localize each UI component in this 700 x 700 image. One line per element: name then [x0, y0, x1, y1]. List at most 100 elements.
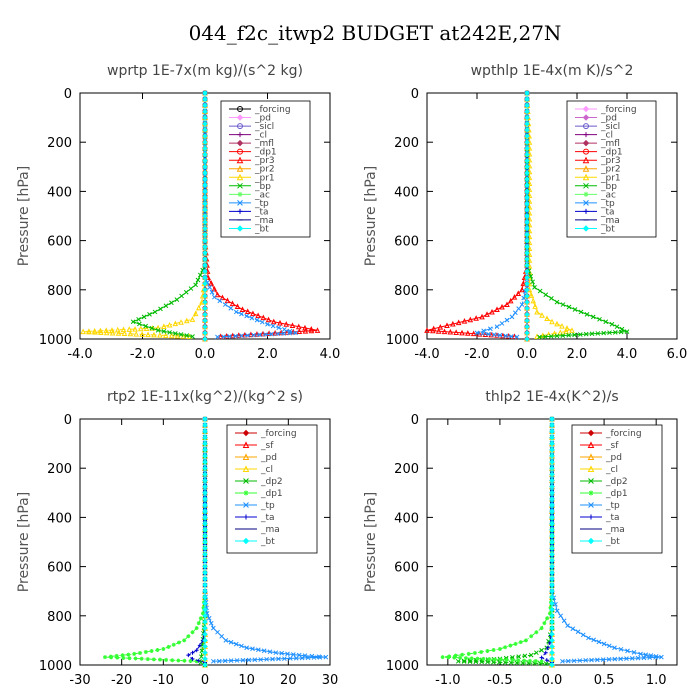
series-marker — [239, 643, 244, 649]
series-marker — [609, 321, 615, 327]
series-marker — [591, 637, 597, 643]
series-marker — [127, 330, 134, 337]
y-tick-label: 600 — [47, 561, 72, 576]
series-marker — [199, 654, 204, 660]
series-marker — [549, 588, 555, 594]
y-tick-label: 1000 — [39, 333, 72, 348]
x-tick-label: 30 — [322, 673, 339, 688]
legend-swatch-marker — [236, 173, 244, 181]
legend-swatch-marker — [583, 208, 589, 214]
legend-entry: _tp — [229, 199, 269, 209]
series-marker — [202, 649, 208, 656]
series-marker — [202, 90, 208, 96]
series-marker — [560, 333, 566, 338]
legend-swatch-marker — [237, 208, 243, 214]
legend-swatch-marker — [236, 139, 244, 147]
series-marker — [600, 657, 606, 662]
series-marker — [549, 613, 555, 619]
legend-label: _tp — [600, 199, 615, 209]
series-marker — [480, 331, 486, 336]
series-marker — [635, 655, 641, 661]
series-marker — [601, 330, 607, 336]
x-tick-label: 0 — [201, 673, 209, 688]
series-marker — [193, 282, 198, 288]
series-marker — [270, 323, 276, 329]
series-marker — [624, 656, 629, 661]
legend-entry: _sf — [235, 441, 274, 451]
legend-label: _pd — [254, 114, 271, 124]
series-marker — [190, 630, 195, 635]
series-marker — [524, 182, 530, 188]
series-marker — [263, 332, 268, 337]
series-marker — [524, 274, 530, 281]
series-marker — [109, 329, 116, 336]
series-marker — [549, 662, 555, 668]
series-marker — [569, 327, 575, 333]
x-tick-label: -10 — [153, 673, 174, 688]
series-marker — [549, 643, 555, 650]
series-marker — [114, 326, 121, 333]
series-marker — [202, 465, 208, 471]
legend-swatch-marker — [588, 514, 594, 520]
series-marker — [190, 656, 195, 661]
series-marker — [202, 108, 208, 115]
series-marker — [296, 328, 303, 335]
series-marker — [194, 659, 199, 664]
series-marker — [202, 114, 208, 121]
series-marker — [494, 324, 500, 330]
series-marker — [643, 652, 649, 658]
series-marker — [618, 656, 623, 662]
y-tick-label: 200 — [394, 136, 419, 151]
legend-label: _cl — [260, 465, 273, 475]
series-marker — [543, 292, 549, 298]
legend-label: _bt — [605, 537, 620, 547]
series-marker — [524, 121, 530, 127]
series-marker — [524, 323, 530, 330]
legend-label: _forcing — [605, 429, 642, 439]
series-marker — [631, 650, 637, 655]
series-marker — [196, 621, 201, 626]
series-marker — [447, 328, 454, 335]
series-marker — [554, 320, 560, 327]
series-marker — [126, 326, 133, 332]
legend-swatch-marker — [583, 132, 589, 138]
legend-entry: _dp2 — [235, 477, 283, 487]
series-marker — [172, 320, 179, 327]
series-marker — [214, 291, 221, 298]
y-tick-label: 600 — [394, 235, 419, 250]
legend-box — [226, 424, 318, 554]
series-marker — [202, 182, 208, 188]
series-marker — [653, 655, 658, 660]
series-marker — [524, 213, 530, 219]
series-marker — [259, 319, 265, 325]
series-marker — [524, 293, 530, 299]
series-marker — [529, 634, 534, 639]
series-marker — [549, 631, 555, 637]
series-marker — [659, 654, 664, 660]
series-marker — [80, 328, 86, 335]
series-marker — [497, 647, 502, 652]
series-marker — [549, 428, 555, 435]
series-pr1 — [80, 89, 208, 340]
series-marker — [164, 657, 169, 662]
series-marker — [491, 332, 497, 337]
series-marker — [260, 330, 266, 337]
series-marker — [267, 649, 273, 655]
legend-label: _bt — [600, 224, 615, 234]
series-marker — [549, 594, 555, 601]
series-marker — [250, 310, 256, 317]
legend-label: _bt — [254, 224, 269, 234]
legend-label: _ma — [260, 525, 280, 535]
series-marker — [549, 545, 555, 551]
x-tick-label: -2.0 — [130, 347, 155, 362]
legend-swatch-marker — [587, 429, 595, 437]
series-marker — [145, 331, 151, 338]
legend-entry: _bp — [229, 182, 271, 192]
series-marker — [586, 635, 591, 641]
series-marker — [189, 316, 196, 322]
series-marker — [190, 650, 195, 655]
series-marker — [528, 652, 534, 658]
legend-label: _pr2 — [600, 165, 621, 175]
series-marker — [539, 626, 544, 631]
y-tick-label: 400 — [47, 511, 72, 526]
